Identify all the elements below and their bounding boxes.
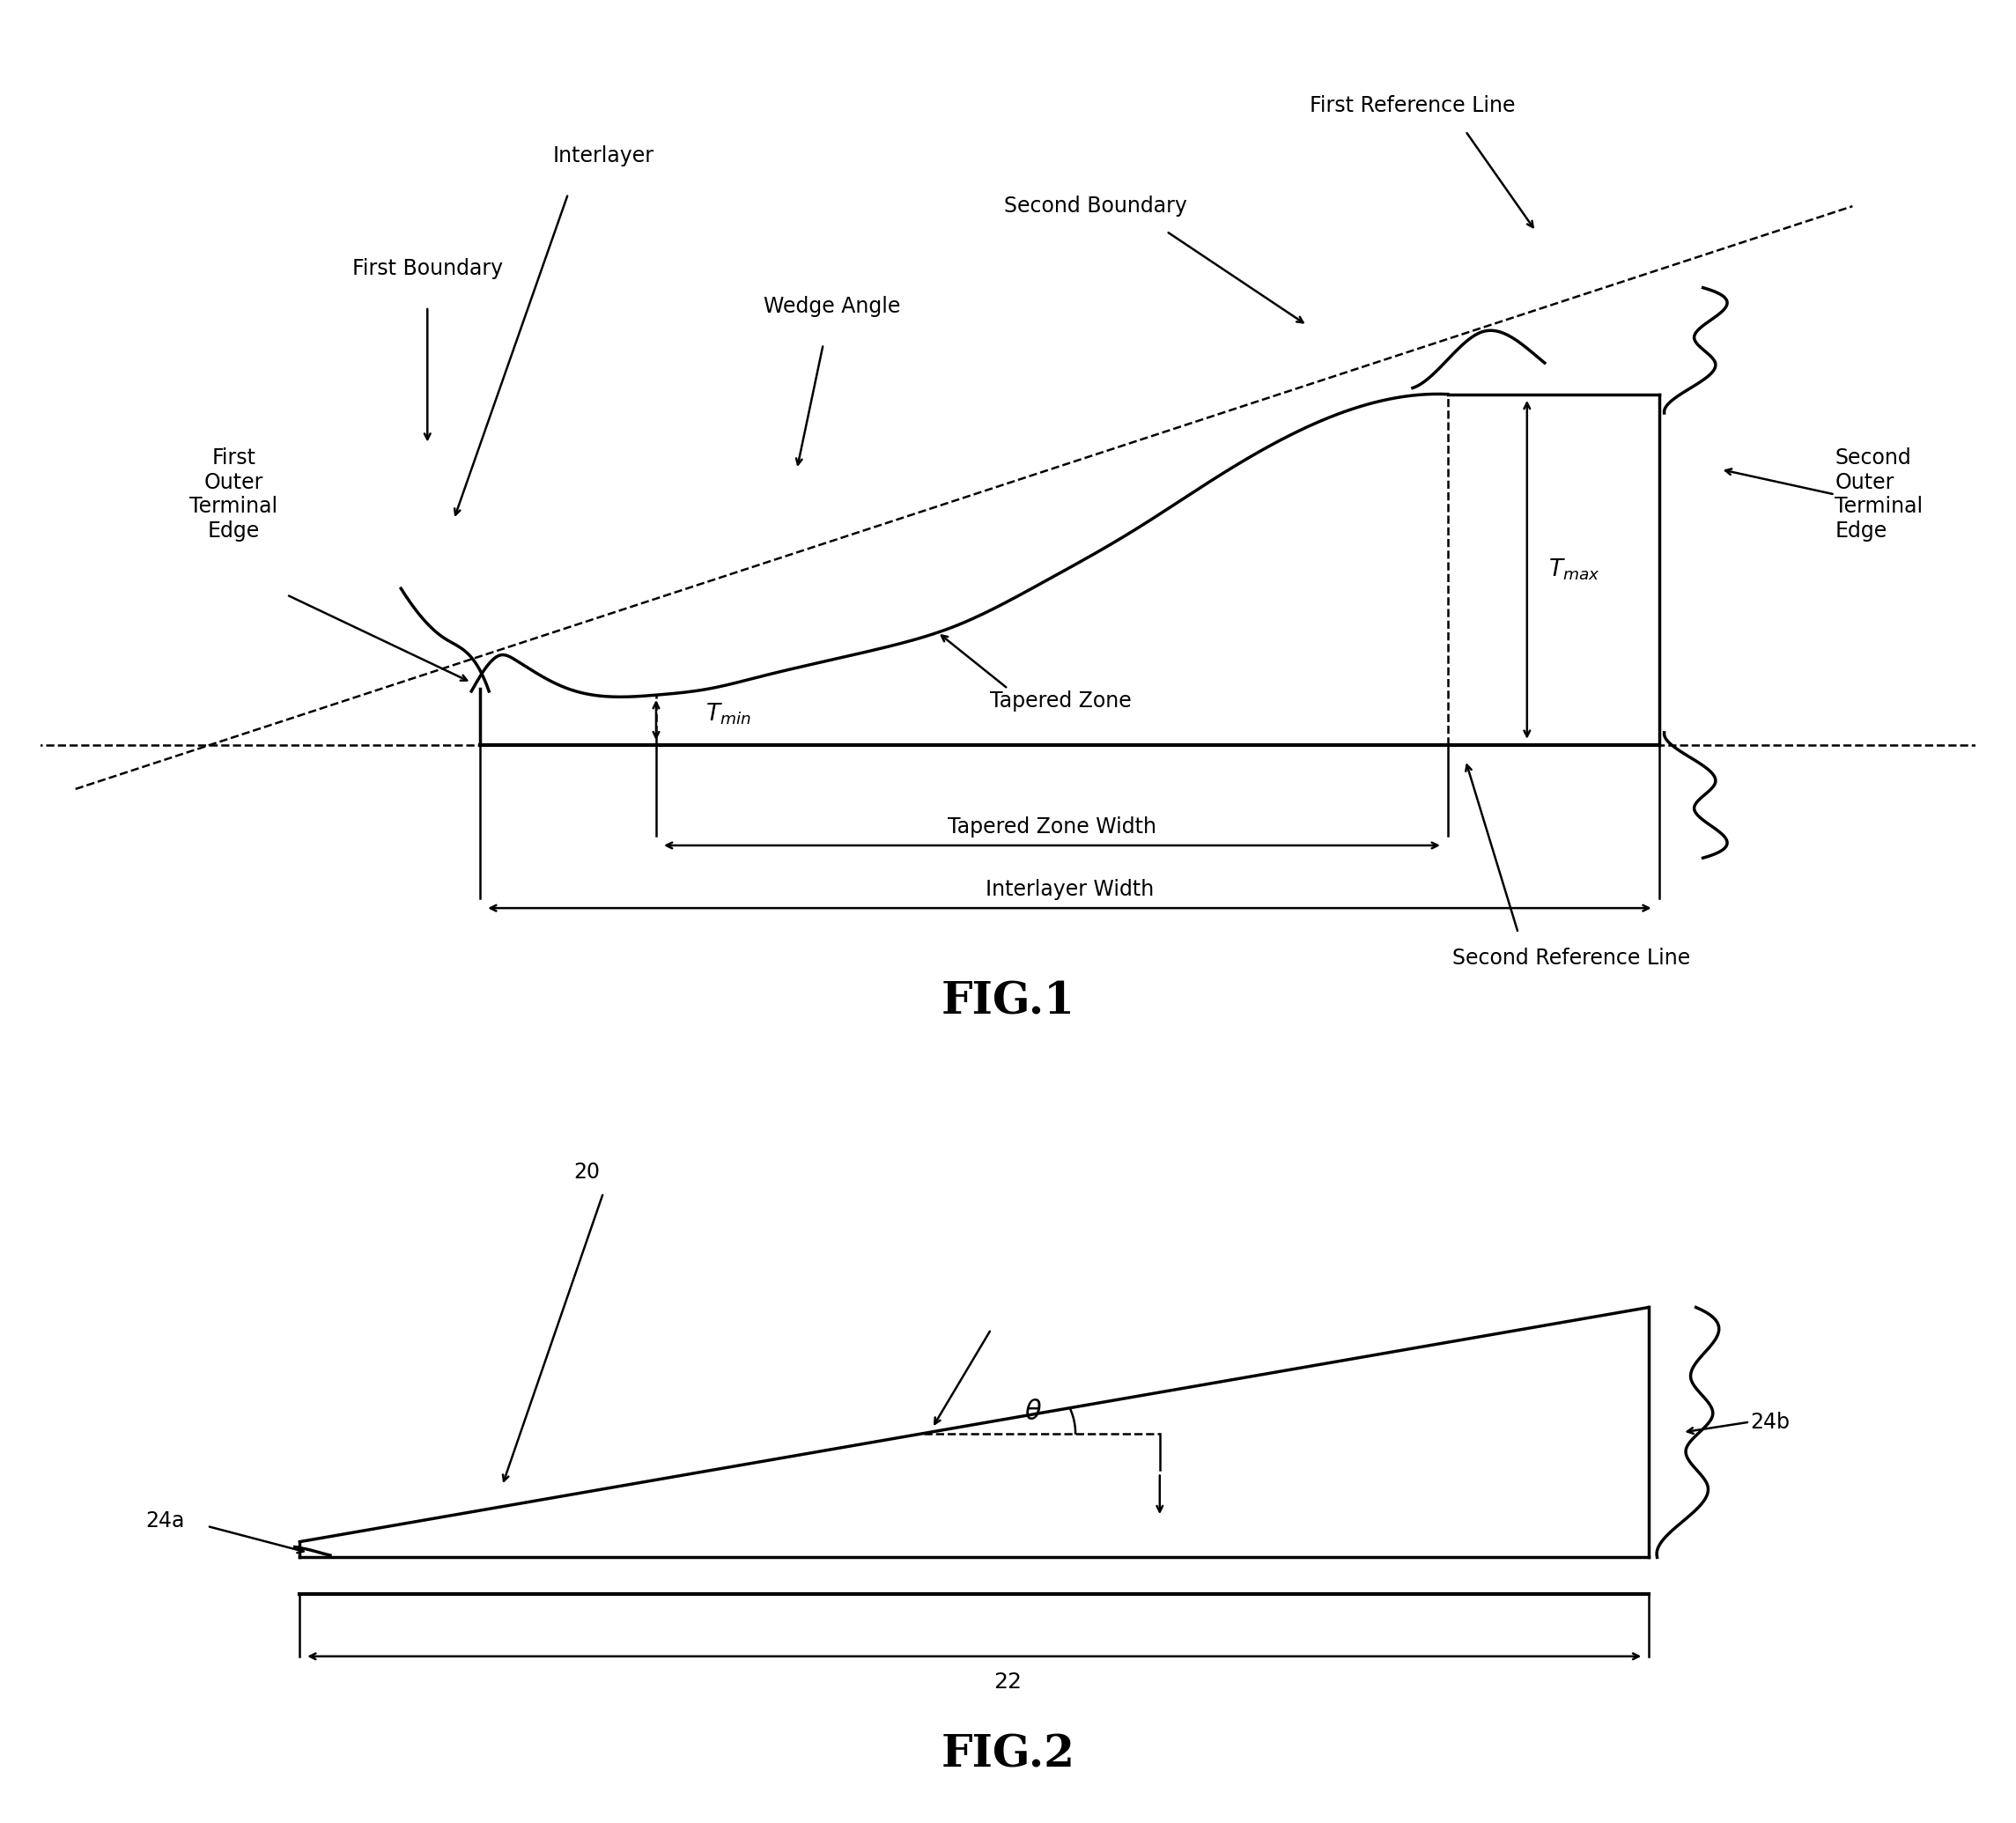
- Text: Interlayer Width: Interlayer Width: [986, 879, 1153, 901]
- Text: Tapered Zone Width: Tapered Zone Width: [948, 817, 1157, 837]
- Text: $T_{min}$: $T_{min}$: [706, 702, 750, 726]
- Text: 22: 22: [994, 1672, 1022, 1694]
- Text: Second
Outer
Terminal
Edge: Second Outer Terminal Edge: [1835, 447, 1923, 541]
- Text: First Reference Line: First Reference Line: [1310, 95, 1516, 117]
- Text: Tapered Zone: Tapered Zone: [990, 691, 1131, 711]
- Text: $\theta$: $\theta$: [1024, 1400, 1042, 1426]
- Text: Interlayer: Interlayer: [552, 146, 653, 166]
- Text: Second Reference Line: Second Reference Line: [1452, 948, 1689, 968]
- Text: $T_{max}$: $T_{max}$: [1548, 558, 1599, 582]
- Text: FIG.1: FIG.1: [941, 981, 1075, 1025]
- Text: 24b: 24b: [1750, 1411, 1790, 1433]
- Text: First
Outer
Terminal
Edge: First Outer Terminal Edge: [190, 447, 278, 541]
- Text: Wedge Angle: Wedge Angle: [764, 295, 901, 317]
- Text: Second Boundary: Second Boundary: [1004, 195, 1187, 217]
- Text: First Boundary: First Boundary: [353, 259, 502, 279]
- Text: FIG.2: FIG.2: [941, 1734, 1075, 1777]
- Text: 20: 20: [573, 1161, 599, 1183]
- Text: 24a: 24a: [145, 1509, 185, 1531]
